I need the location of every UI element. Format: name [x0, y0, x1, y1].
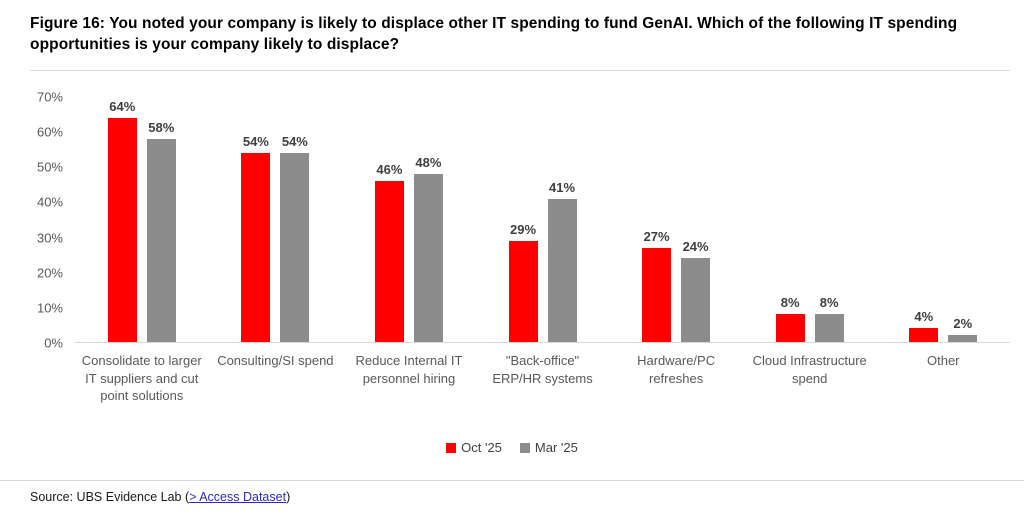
bar-column-oct-25: 54%	[241, 97, 271, 342]
bar-column-mar-25: 41%	[547, 97, 577, 342]
category-label: "Back-office" ERP/HR systems	[492, 353, 593, 386]
legend-label-oct-25: Oct '25	[461, 440, 502, 455]
bar-column-mar-25: 8%	[814, 97, 844, 342]
bar-group: 54% 54%	[209, 97, 343, 342]
x-axis-labels: Consolidate to larger IT suppliers and c…	[75, 352, 1010, 405]
bar-value-label: 64%	[109, 99, 136, 114]
bar-group: 46% 48%	[342, 97, 476, 342]
bar-column-oct-25: 27%	[642, 97, 672, 342]
y-tick-label: 50%	[36, 159, 63, 175]
bar-oct-25	[642, 247, 672, 342]
bar-oct-25	[775, 314, 805, 342]
bar-mar-25	[814, 314, 844, 342]
bar-value-label: 8%	[780, 295, 800, 310]
bar-oct-25	[508, 240, 538, 342]
source-text-prefix: Source: UBS Evidence Lab (	[30, 490, 190, 504]
x-axis: Consolidate to larger IT suppliers and c…	[30, 352, 1010, 405]
bar-mar-25	[413, 174, 443, 342]
legend-item-mar-25: Mar '25	[519, 440, 578, 455]
access-dataset-link[interactable]: > Access Dataset	[189, 490, 287, 504]
bar-column-mar-25: 58%	[146, 97, 176, 342]
bar-value-label: 27%	[643, 228, 670, 244]
bar-value-label: 54%	[242, 134, 269, 149]
bar-oct-25	[107, 118, 137, 342]
legend: Oct '25 Mar '25	[0, 440, 1024, 455]
bar-mar-25	[280, 153, 310, 342]
category-label: Other	[927, 353, 960, 368]
bar-group: 29% 41%	[476, 97, 610, 342]
bar-value-label: 8%	[819, 295, 839, 310]
source-footer: Source: UBS Evidence Lab (> Access Datas…	[0, 480, 1024, 515]
legend-label-mar-25: Mar '25	[534, 440, 578, 455]
bar-value-label: 46%	[376, 162, 403, 177]
bar-column-oct-25: 8%	[775, 97, 805, 342]
y-tick-label: 40%	[36, 194, 63, 210]
legend-swatch-mar-25-icon	[519, 442, 530, 453]
bar-group: 8% 8%	[743, 97, 877, 342]
category-label: Consolidate to larger IT suppliers and c…	[81, 353, 202, 403]
x-axis-spacer	[30, 352, 75, 405]
legend-item-oct-25: Oct '25	[446, 440, 502, 455]
bar-column-mar-25: 2%	[948, 97, 978, 342]
title-separator	[30, 70, 1010, 71]
bar-value-label: 58%	[148, 120, 175, 135]
bar-group: 64% 58%	[75, 97, 209, 342]
bar-chart: 0% 10% 20% 30% 40% 50% 60% 70% 64% 58% 54% 54% 46% 4…	[30, 90, 1010, 351]
category-label: Cloud Infrastructure spend	[752, 353, 867, 386]
bar-column-oct-25: 29%	[508, 97, 538, 342]
bar-column-oct-25: 64%	[107, 97, 137, 342]
bar-column-oct-25: 4%	[909, 97, 939, 342]
bar-mar-25	[681, 258, 711, 342]
y-tick-label: 60%	[36, 124, 63, 140]
bar-mar-25	[948, 335, 978, 342]
bar-oct-25	[374, 181, 404, 342]
source-text-suffix: )	[286, 490, 291, 504]
bar-value-label: 29%	[510, 221, 537, 237]
figure-title: Figure 16: You noted your company is lik…	[30, 15, 958, 53]
bar-group: 4% 2%	[876, 97, 1010, 342]
bar-oct-25	[241, 153, 271, 342]
bar-mar-25	[547, 198, 577, 342]
bar-column-mar-25: 48%	[413, 97, 443, 342]
y-tick-label: 10%	[36, 300, 63, 316]
category-label: Reduce Internal IT personnel hiring	[355, 353, 463, 386]
y-tick-label: 0%	[44, 335, 63, 351]
y-tick-label: 70%	[36, 89, 63, 105]
bar-value-label: 54%	[281, 134, 308, 149]
legend-swatch-oct-25-icon	[446, 442, 457, 453]
plot-area: 64% 58% 54% 54% 46% 48% 29% 41% 27% 24% 8% 8% 4% 2%	[75, 97, 1010, 343]
category-label: Hardware/PC refreshes	[637, 353, 716, 386]
bar-oct-25	[909, 328, 939, 342]
category-label: Consulting/SI spend	[217, 353, 334, 368]
bar-value-label: 41%	[549, 179, 576, 195]
bar-value-label: 2%	[953, 316, 973, 332]
bar-group: 27% 24%	[609, 97, 743, 342]
bar-column-mar-25: 54%	[280, 97, 310, 342]
bar-mar-25	[146, 139, 176, 342]
y-axis: 0% 10% 20% 30% 40% 50% 60% 70%	[30, 90, 75, 351]
bar-value-label: 4%	[914, 309, 934, 324]
bar-column-mar-25: 24%	[681, 97, 711, 342]
bar-column-oct-25: 46%	[374, 97, 404, 342]
bar-value-label: 48%	[415, 155, 442, 170]
y-tick-label: 20%	[36, 265, 63, 281]
bar-value-label: 24%	[682, 239, 709, 254]
y-tick-label: 30%	[36, 230, 63, 246]
